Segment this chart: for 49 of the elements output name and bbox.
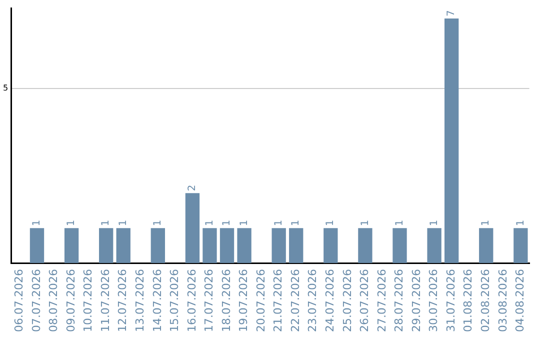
data-label: 7	[446, 10, 458, 16]
x-tick-label: 30.07.2026	[427, 269, 440, 332]
data-label: 1	[238, 220, 250, 226]
x-tick-label: 18.07.2026	[220, 269, 233, 332]
data-label: 1	[66, 220, 78, 226]
x-tick-label: 15.07.2026	[168, 269, 182, 332]
x-tick-label: 13.07.2026	[134, 269, 147, 332]
x-tick-label: 02.08.2026	[478, 269, 492, 332]
x-tick-label: 16.07.2026	[185, 269, 198, 332]
x-tick-label: 01.08.2026	[462, 269, 475, 332]
x-tick-label: 07.07.2026	[30, 269, 43, 332]
data-label: 1	[515, 220, 526, 226]
x-tick-label: 09.07.2026	[64, 269, 78, 332]
x-tick-label: 24.07.2026	[324, 269, 337, 332]
x-tick-label: 21.07.2026	[272, 269, 285, 332]
y-tick-label: 5	[2, 83, 8, 92]
x-tick-label: 20.07.2026	[254, 269, 268, 332]
x-tick-label: 22.07.2026	[288, 269, 302, 332]
data-label: 1	[32, 220, 43, 226]
x-tick-label: 14.07.2026	[150, 269, 164, 332]
x-tick-label: 27.07.2026	[375, 269, 388, 332]
data-label: 1	[273, 220, 284, 226]
data-label: 1	[428, 220, 440, 226]
x-tick-label: 31.07.2026	[444, 269, 458, 332]
data-label: 1	[325, 220, 336, 226]
x-tick-label: 08.07.2026	[47, 269, 60, 332]
data-label: 1	[222, 220, 233, 226]
x-tick-label: 12.07.2026	[116, 269, 130, 332]
x-tick-label: 29.07.2026	[410, 269, 423, 332]
x-tick-label: 11.07.2026	[98, 269, 112, 332]
x-tick-label: 23.07.2026	[306, 269, 320, 332]
x-tick-label: 26.07.2026	[358, 269, 372, 332]
x-tick-label: 28.07.2026	[392, 269, 406, 332]
data-label: 1	[100, 220, 112, 226]
x-tick-label: 06.07.2026	[12, 269, 26, 332]
data-label: 1	[290, 220, 302, 226]
data-label: 1	[360, 220, 371, 226]
x-tick-label: 25.07.2026	[340, 269, 354, 332]
x-tick-label: 19.07.2026	[237, 269, 250, 332]
data-label: 1	[118, 220, 129, 226]
x-tick-label: 03.08.2026	[496, 269, 510, 332]
data-label: 2	[187, 184, 198, 192]
data-label: 1	[394, 220, 406, 226]
x-tick-label: 17.07.2026	[202, 269, 216, 332]
data-label: 1	[204, 220, 216, 226]
data-label: 1	[152, 220, 164, 226]
x-tick-label: 10.07.2026	[82, 269, 95, 332]
data-label: 1	[480, 220, 492, 226]
x-tick-label: 04.08.2026	[514, 269, 527, 332]
